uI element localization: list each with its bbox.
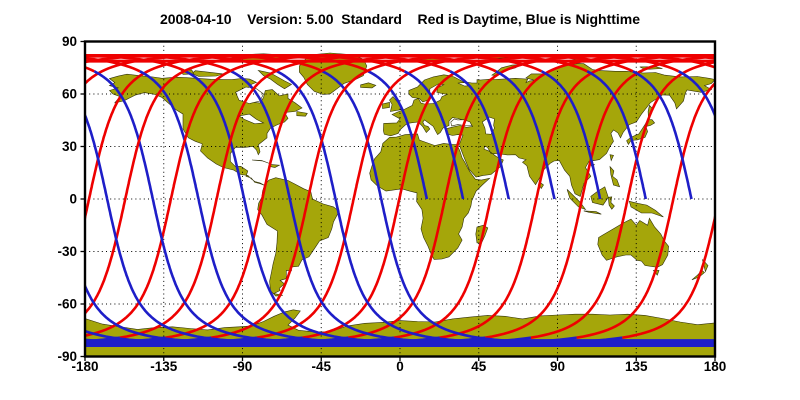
x-tick-label: 135 xyxy=(625,359,648,374)
plot-frame xyxy=(83,40,717,358)
plot-area xyxy=(85,41,715,357)
land-polygon xyxy=(296,111,308,117)
y-tick-label: 0 xyxy=(69,192,77,207)
y-tick-label: -60 xyxy=(57,297,77,312)
land-polygon xyxy=(609,165,621,188)
land-polygon xyxy=(609,154,614,162)
land-polygon xyxy=(583,210,602,215)
x-tick-label: 0 xyxy=(396,359,404,374)
y-tick-label: -90 xyxy=(57,349,77,364)
nighttime-track-path xyxy=(85,70,429,200)
x-tick-label: -45 xyxy=(311,359,331,374)
x-tick-label: -90 xyxy=(233,359,253,374)
y-tick-label: 60 xyxy=(62,87,77,102)
x-tick-label: -180 xyxy=(71,359,98,374)
x-tick-label: -135 xyxy=(150,359,178,374)
land-polygon xyxy=(369,133,491,260)
axis-ticks xyxy=(80,40,716,361)
tracks xyxy=(85,54,429,224)
land-polygon xyxy=(628,200,664,218)
land-polygon xyxy=(360,82,377,89)
y-tick-label: -30 xyxy=(57,244,77,259)
land-polygon xyxy=(607,196,615,210)
land-polygon xyxy=(382,102,390,109)
apex-bands xyxy=(85,54,715,347)
x-tick-label: 45 xyxy=(471,359,487,374)
water-polygon xyxy=(450,118,473,127)
y-tick-label: 30 xyxy=(62,139,77,154)
daytime-track-path xyxy=(85,54,369,224)
page-title: 2008-04-10 Version: 5.00 Standard Red is… xyxy=(159,11,641,27)
land-polygon xyxy=(626,119,656,146)
y-tick-label: 90 xyxy=(62,34,77,49)
x-tick-label: 180 xyxy=(704,359,727,374)
water-polygon xyxy=(238,113,265,125)
x-tick-label: 90 xyxy=(550,359,565,374)
